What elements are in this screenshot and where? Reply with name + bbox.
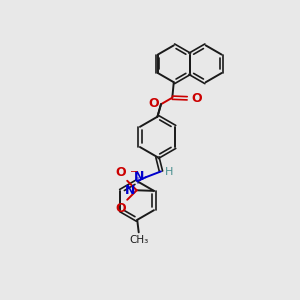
Text: N: N [125,184,136,197]
Text: O: O [148,97,159,110]
Text: H: H [165,167,173,177]
Text: +: + [133,176,141,186]
Text: O: O [116,166,126,179]
Text: N: N [134,170,144,183]
Text: O: O [191,92,202,105]
Text: O: O [116,202,126,214]
Text: CH₃: CH₃ [129,235,148,245]
Text: −: − [130,167,138,177]
